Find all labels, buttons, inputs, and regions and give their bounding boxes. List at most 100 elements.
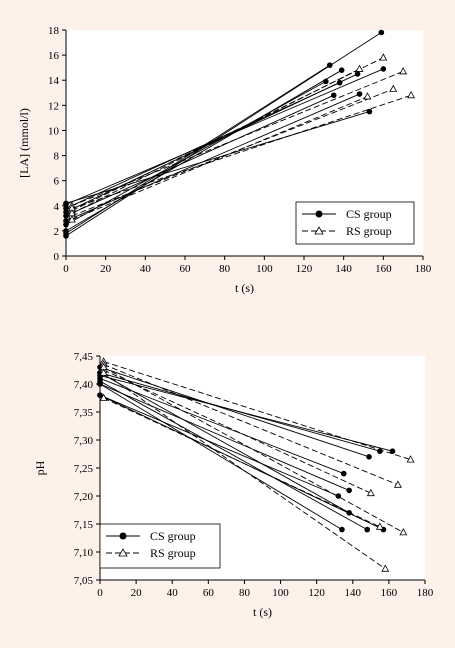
x-axis-label: t (s)	[235, 281, 254, 295]
x-tick-label: 0	[97, 587, 103, 599]
data-point-rs	[399, 528, 408, 536]
series-line	[71, 71, 404, 207]
y-tick-label: 18	[48, 25, 60, 37]
lactate-chart-panel: 0 20 40 60 80 100 120 140 160 180 0 2 4 6 8 10 12 14 16 18 t…	[0, 0, 455, 322]
data-point-cs	[63, 228, 69, 234]
y-tick-label: 6	[54, 176, 60, 188]
y-tick-label: 7,40	[74, 379, 94, 391]
data-point-rs	[406, 455, 415, 463]
series-line	[99, 377, 344, 475]
lactate-chart: 0 20 40 60 80 100 120 140 160 180 0 2 4 6 8 10 12 14 16 18 t…	[17, 25, 432, 295]
series-line	[103, 369, 372, 494]
data-point-rs	[355, 64, 364, 72]
x-tick-label: 40	[167, 587, 179, 599]
y-tick-label: 7,20	[74, 491, 94, 503]
x-tick-label: 160	[381, 587, 398, 599]
y-tick-label: 7,15	[74, 519, 94, 531]
x-tick-label: 120	[296, 263, 313, 275]
x-tick-label: 40	[140, 263, 152, 275]
data-point-cs	[366, 108, 373, 115]
x-axis-label: t (s)	[253, 605, 272, 619]
x-tick-label: 140	[345, 587, 362, 599]
x-tick-label: 140	[335, 263, 352, 275]
ph-chart: 0 20 40 60 80 100 120 140 160 180 7,05 7,10 7,15 7,20…	[33, 351, 434, 619]
series-line	[99, 383, 350, 491]
data-point-rs	[375, 522, 384, 530]
data-point-cs	[338, 67, 345, 73]
series-line	[65, 69, 342, 232]
y-tick-label: 7,35	[74, 407, 94, 419]
data-point-cs	[323, 78, 329, 85]
series-line	[71, 94, 412, 209]
data-point-rs	[99, 393, 108, 401]
data-point-rs	[366, 488, 375, 497]
y-tick-label: 2	[54, 226, 60, 238]
x-tick-label: 100	[272, 587, 289, 599]
legend-entry-label: CS group	[346, 207, 392, 221]
data-point-cs	[340, 470, 347, 477]
data-point-cs	[63, 218, 69, 224]
y-tick-label: 7,25	[74, 463, 94, 475]
data-point-cs	[63, 200, 69, 207]
data-point-rs	[399, 67, 408, 75]
legend-marker-rs	[314, 226, 324, 235]
data-point-cs	[335, 493, 342, 499]
y-tick-label: 10	[48, 125, 60, 137]
data-point-cs	[378, 29, 385, 36]
y-tick-label: 7,30	[74, 435, 94, 447]
series-line	[99, 394, 384, 531]
x-tick-label: 100	[256, 263, 273, 275]
x-tick-label: 20	[100, 263, 112, 275]
x-tick-label: 80	[219, 263, 231, 275]
data-point-cs	[97, 381, 103, 387]
data-point-cs	[366, 454, 372, 460]
data-point-cs	[354, 71, 361, 77]
x-tick-label: 120	[308, 587, 325, 599]
y-axis-label: pH	[33, 460, 47, 475]
data-point-cs	[356, 91, 363, 97]
series-line	[103, 372, 386, 570]
series-line	[103, 363, 399, 486]
series-line	[103, 366, 404, 533]
series-line	[99, 383, 343, 530]
legend-marker-cs	[315, 210, 323, 218]
x-tick-label: 0	[63, 263, 69, 275]
series-line	[99, 394, 339, 497]
data-point-rs	[407, 90, 416, 99]
data-point-cs	[364, 526, 371, 533]
data-point-cs	[377, 448, 383, 454]
data-point-cs	[97, 392, 103, 398]
y-tick-label: 0	[54, 251, 60, 263]
data-point-cs	[63, 209, 69, 215]
y-tick-label: 16	[48, 50, 60, 62]
data-point-cs	[326, 62, 333, 68]
legend-marker-cs	[119, 532, 127, 540]
y-tick-label: 14	[48, 75, 60, 87]
data-point-rs	[381, 564, 390, 572]
legend-entry-label: RS group	[346, 224, 392, 238]
y-tick-label: 7,05	[74, 575, 94, 587]
data-point-rs	[389, 84, 398, 92]
series-line	[71, 96, 368, 221]
data-point-rs	[67, 208, 76, 217]
data-point-cs	[339, 526, 345, 533]
ph-chart-panel: 0 20 40 60 80 100 120 140 160 180 7,05 7,10 7,15 7,20…	[0, 326, 455, 648]
data-point-cs	[330, 92, 337, 99]
y-axis-label: [LA] (mmol/l)	[17, 108, 31, 178]
data-point-rs	[393, 480, 402, 488]
x-tick-label: 80	[239, 587, 251, 599]
y-tick-label: 7,45	[74, 351, 94, 363]
x-tick-label: 60	[180, 263, 192, 275]
x-tick-label: 60	[203, 587, 215, 599]
data-point-rs	[363, 92, 372, 100]
data-point-rs	[99, 368, 108, 376]
data-point-cs	[346, 487, 352, 494]
legend-marker-rs	[118, 548, 128, 557]
x-tick-label: 180	[415, 263, 432, 275]
series-line	[103, 397, 381, 528]
data-point-cs	[380, 66, 387, 72]
data-point-rs	[379, 53, 388, 61]
x-tick-label: 180	[417, 587, 434, 599]
series-line	[99, 366, 370, 458]
y-tick-label: 8	[54, 151, 60, 163]
